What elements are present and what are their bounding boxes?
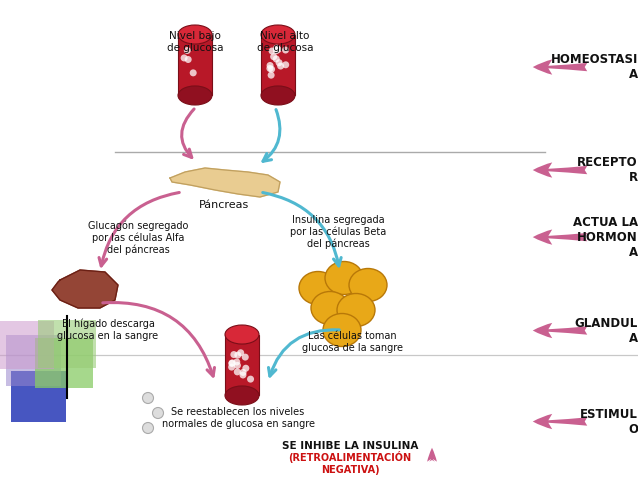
Bar bbox=[35, 338, 93, 388]
Text: GLANDUL
A: GLANDUL A bbox=[575, 317, 638, 344]
Circle shape bbox=[228, 360, 235, 367]
Ellipse shape bbox=[178, 86, 212, 105]
Text: ESTIMUL
O: ESTIMUL O bbox=[580, 408, 638, 435]
Ellipse shape bbox=[311, 292, 349, 324]
Text: (RETROALIMENTACIÓN
NEGATIVA): (RETROALIMENTACIÓN NEGATIVA) bbox=[288, 451, 412, 475]
Circle shape bbox=[273, 56, 280, 62]
Ellipse shape bbox=[261, 25, 295, 44]
Bar bbox=[6, 335, 61, 386]
Ellipse shape bbox=[323, 313, 361, 346]
Circle shape bbox=[228, 364, 235, 371]
Circle shape bbox=[277, 63, 284, 69]
Ellipse shape bbox=[178, 25, 212, 44]
Circle shape bbox=[234, 352, 241, 359]
Circle shape bbox=[274, 46, 281, 53]
Circle shape bbox=[152, 408, 163, 419]
Bar bbox=[225, 334, 259, 396]
Circle shape bbox=[189, 69, 197, 76]
Circle shape bbox=[273, 45, 280, 52]
Circle shape bbox=[269, 47, 276, 55]
Polygon shape bbox=[170, 168, 280, 197]
Circle shape bbox=[230, 351, 237, 358]
Text: Páncreas: Páncreas bbox=[199, 200, 249, 210]
Ellipse shape bbox=[349, 269, 387, 301]
Bar bbox=[11, 371, 66, 422]
Circle shape bbox=[237, 349, 244, 356]
Circle shape bbox=[273, 47, 280, 54]
Circle shape bbox=[184, 56, 191, 63]
Text: Se reestablecen los niveles
normales de glucosa en sangre: Se reestablecen los niveles normales de … bbox=[161, 407, 315, 429]
Ellipse shape bbox=[299, 272, 337, 305]
Text: Glucagón segregado
por las células Alfa
del páncreas: Glucagón segregado por las células Alfa … bbox=[88, 220, 188, 255]
Text: El hígado descarga
glucosa en la sangre: El hígado descarga glucosa en la sangre bbox=[57, 319, 159, 341]
Text: Insulina segregada
por las células Beta
del páncreas: Insulina segregada por las células Beta … bbox=[290, 215, 386, 249]
Circle shape bbox=[142, 422, 154, 433]
Circle shape bbox=[240, 369, 247, 376]
Bar bbox=[178, 34, 212, 95]
Circle shape bbox=[267, 62, 274, 69]
Bar bbox=[0, 321, 54, 369]
Text: RECEPTO
R: RECEPTO R bbox=[577, 156, 638, 184]
Circle shape bbox=[270, 53, 277, 60]
Circle shape bbox=[282, 61, 289, 68]
Text: HOMEOSTASI
A: HOMEOSTASI A bbox=[551, 53, 638, 81]
Circle shape bbox=[142, 392, 154, 403]
Polygon shape bbox=[52, 270, 118, 308]
Circle shape bbox=[234, 358, 241, 365]
Circle shape bbox=[282, 46, 289, 54]
Ellipse shape bbox=[225, 386, 259, 405]
Circle shape bbox=[184, 47, 191, 54]
Circle shape bbox=[181, 55, 188, 61]
Ellipse shape bbox=[337, 294, 375, 327]
Circle shape bbox=[239, 372, 246, 378]
Circle shape bbox=[276, 59, 283, 66]
Bar bbox=[261, 34, 295, 95]
Ellipse shape bbox=[225, 325, 259, 344]
Text: ACTUA LA
HORMON
A: ACTUA LA HORMON A bbox=[573, 216, 638, 259]
Text: Las células toman
glucosa de la sangre: Las células toman glucosa de la sangre bbox=[302, 331, 403, 353]
Ellipse shape bbox=[261, 86, 295, 105]
Circle shape bbox=[234, 368, 241, 376]
Circle shape bbox=[267, 65, 274, 72]
Circle shape bbox=[247, 376, 254, 383]
Bar bbox=[38, 320, 96, 368]
Text: SE INHIBE LA INSULINA: SE INHIBE LA INSULINA bbox=[282, 441, 418, 451]
Text: Nivel bajo
de glucosa: Nivel bajo de glucosa bbox=[167, 31, 223, 53]
Circle shape bbox=[242, 365, 249, 372]
Text: Nivel alto
de glucosa: Nivel alto de glucosa bbox=[256, 31, 313, 53]
Ellipse shape bbox=[325, 262, 363, 295]
Circle shape bbox=[234, 362, 241, 369]
Circle shape bbox=[268, 66, 275, 73]
Circle shape bbox=[229, 359, 235, 366]
Circle shape bbox=[242, 354, 249, 361]
Circle shape bbox=[267, 72, 274, 79]
